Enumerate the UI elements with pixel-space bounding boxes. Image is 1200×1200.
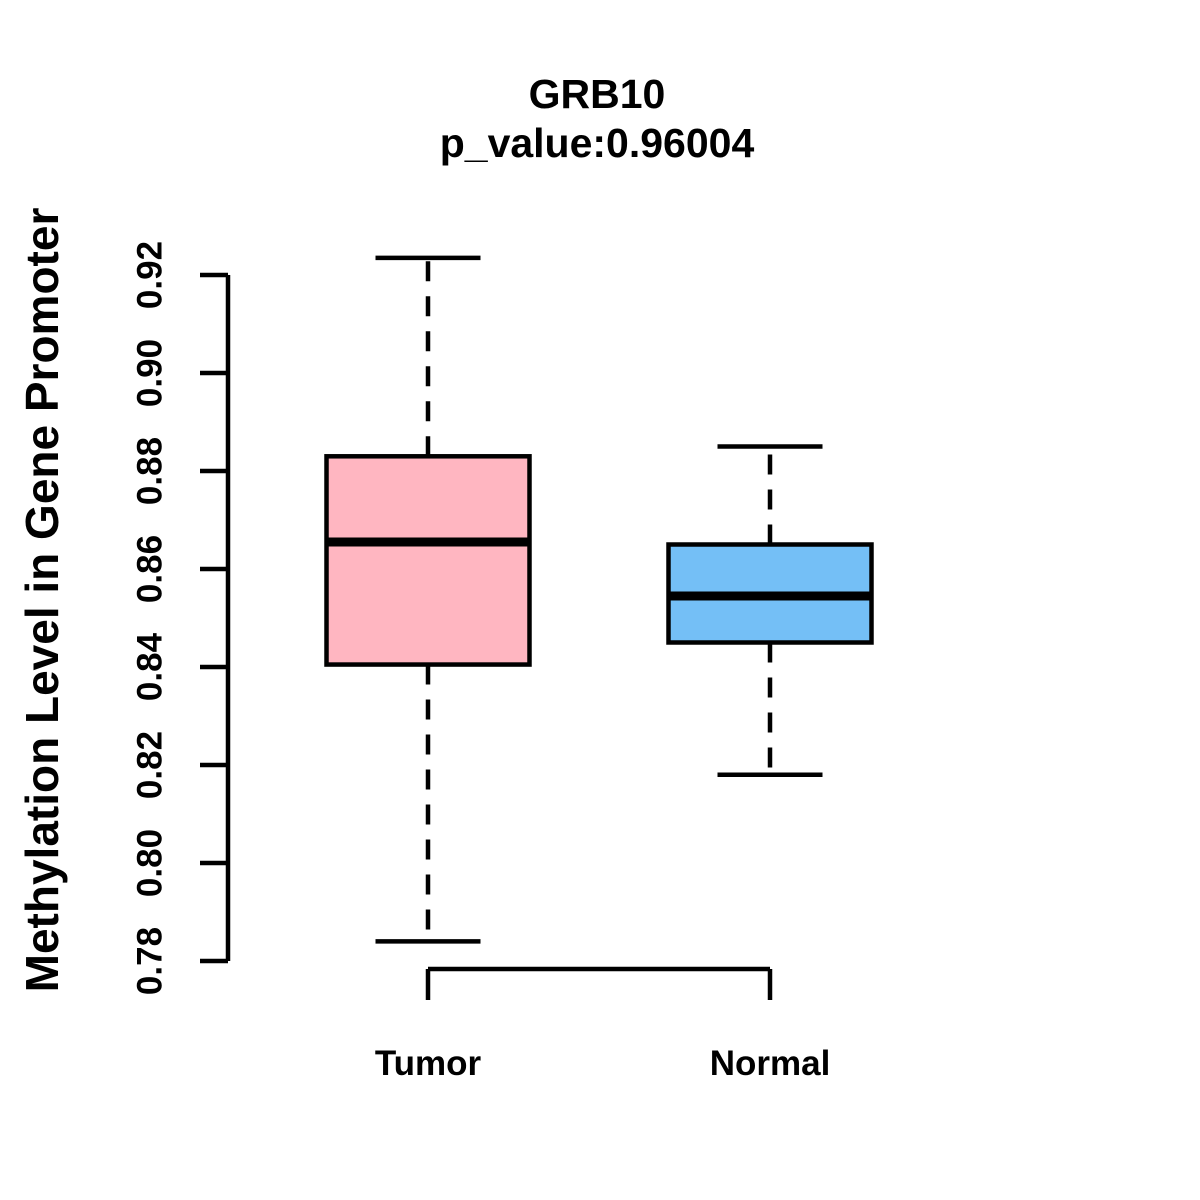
plot-layer: 0.78 0.80 0.82 0.84 0.86 0.88 0.90 0.92 Tumor Nor… bbox=[131, 241, 874, 1083]
y-tick-label: 0.82 bbox=[131, 731, 170, 799]
y-tick-label: 0.84 bbox=[131, 632, 170, 701]
category-label-tumor: Tumor bbox=[375, 1044, 482, 1083]
box-tumor bbox=[324, 454, 532, 667]
y-tick-label: 0.88 bbox=[131, 437, 170, 505]
y-tick-label: 0.78 bbox=[131, 927, 170, 995]
y-tick-label: 0.92 bbox=[131, 241, 170, 309]
category-label-normal: Normal bbox=[710, 1044, 831, 1083]
y-tick-label: 0.90 bbox=[131, 339, 170, 407]
y-axis-label: Methylation Level in Gene Promoter bbox=[16, 208, 68, 993]
chart-subtitle: p_value:0.96004 bbox=[440, 120, 755, 166]
y-tick-label: 0.80 bbox=[131, 829, 170, 897]
chart-title: GRB10 bbox=[529, 71, 666, 117]
y-tick-label: 0.86 bbox=[131, 535, 170, 603]
